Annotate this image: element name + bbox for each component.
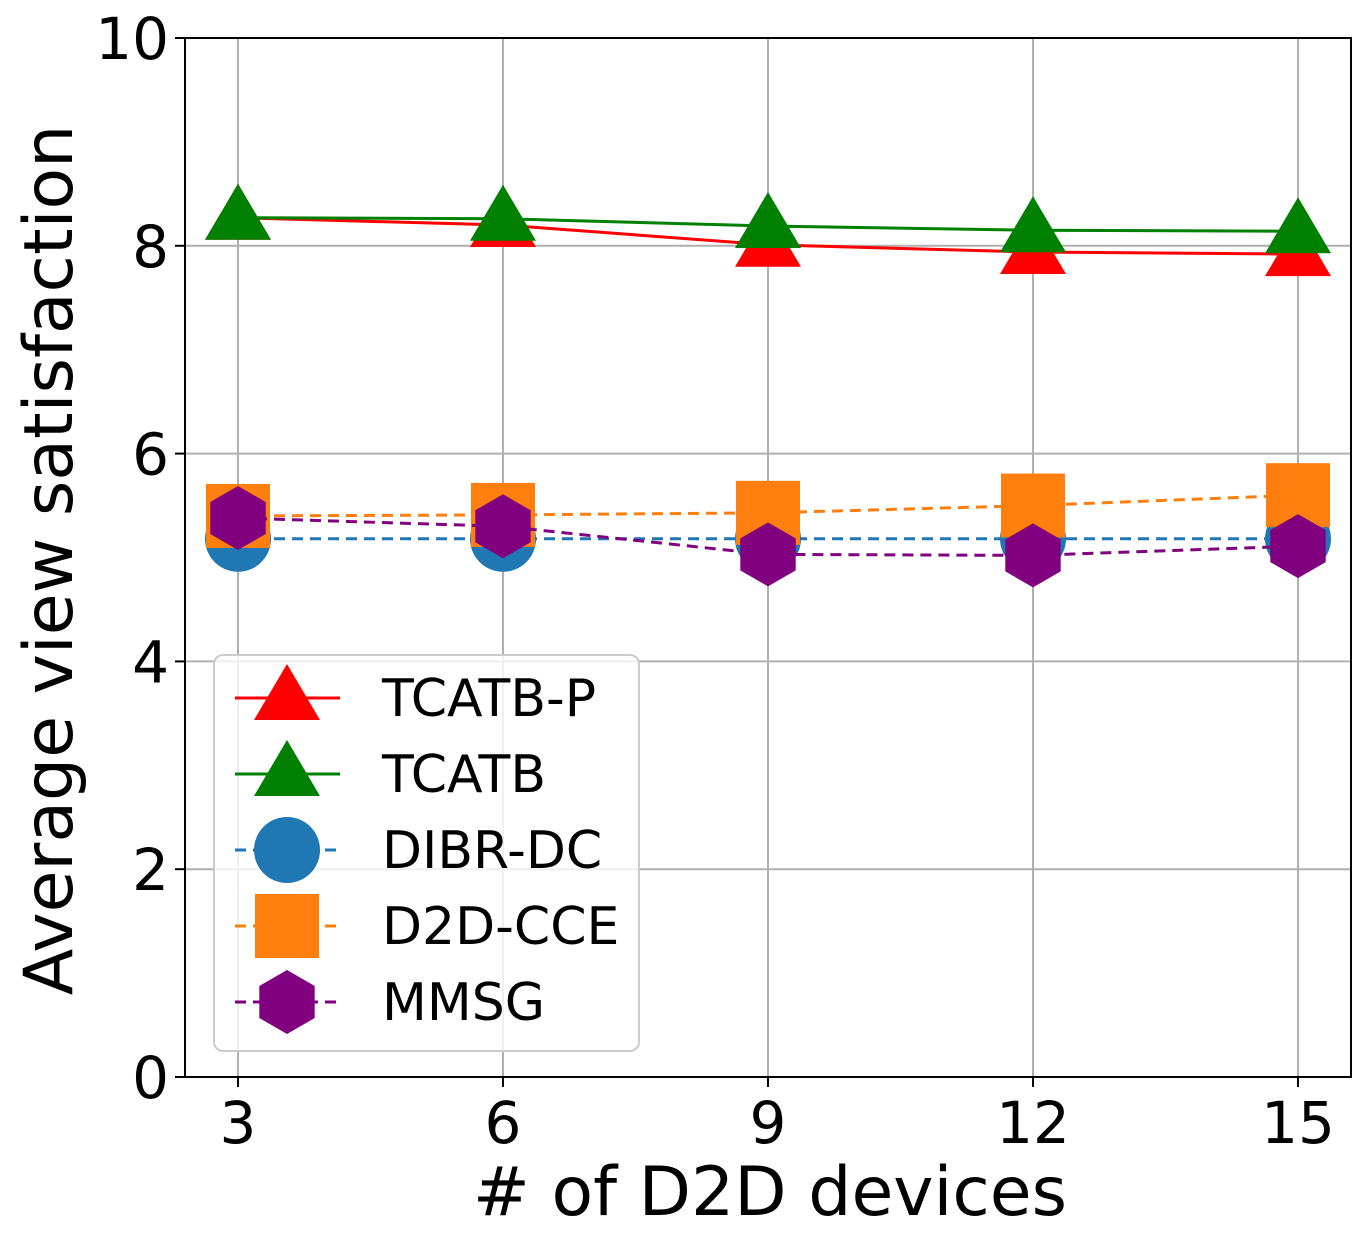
- data-point: [735, 192, 801, 249]
- legend-label: TCATB: [381, 745, 546, 805]
- x-tick-label: 9: [750, 1089, 787, 1157]
- legend-marker: [254, 740, 320, 796]
- legend-frame: [213, 654, 640, 1052]
- data-point: [740, 522, 796, 587]
- legend-item: D2D-CCE: [235, 894, 619, 958]
- ticks: 3 6 9 12 15 0 2 4 6 8 10: [95, 5, 1335, 1157]
- legend-item: TCATB: [235, 740, 546, 805]
- legend-label: DIBR-DC: [382, 821, 602, 881]
- y-tick-label: 10: [95, 5, 169, 73]
- legend-label: TCATB-P: [381, 669, 596, 729]
- legend-marker: [254, 817, 320, 883]
- data-point: [1270, 514, 1326, 579]
- x-tick-label: 6: [485, 1089, 522, 1157]
- x-axis-title: # of D2D devices: [473, 1153, 1067, 1232]
- legend-marker: [254, 664, 320, 720]
- y-axis-title: Average view satisfaction: [10, 125, 89, 995]
- legend-item: DIBR-DC: [235, 817, 602, 883]
- data-point: [470, 184, 536, 241]
- data-point: [1005, 523, 1061, 588]
- legend-marker: [255, 894, 319, 958]
- series-layer: [205, 183, 1331, 588]
- legend-item: TCATB-P: [235, 664, 596, 729]
- legend-item: MMSG: [235, 970, 545, 1034]
- y-tick-label: 0: [132, 1044, 169, 1112]
- legend-label: MMSG: [382, 973, 545, 1033]
- series-tcatb: [205, 183, 1331, 254]
- y-tick-label: 4: [132, 628, 169, 696]
- data-point: [205, 183, 271, 240]
- y-tick-label: 2: [132, 836, 169, 904]
- legend-marker: [259, 970, 315, 1034]
- data-point: [1265, 197, 1331, 254]
- y-tick-label: 6: [132, 421, 169, 489]
- x-tick-label: 3: [220, 1089, 257, 1157]
- legend: TCATB-P TCATB DIBR-DC D2D-CCE MMSG: [213, 654, 640, 1052]
- data-point: [475, 494, 531, 559]
- legend-label: D2D-CCE: [382, 897, 619, 957]
- x-tick-label: 15: [1261, 1089, 1335, 1157]
- x-tick-label: 12: [996, 1089, 1070, 1157]
- y-tick-label: 8: [132, 213, 169, 281]
- data-point: [1000, 196, 1066, 253]
- series-mmsg: [210, 486, 1326, 588]
- data-point: [210, 486, 266, 550]
